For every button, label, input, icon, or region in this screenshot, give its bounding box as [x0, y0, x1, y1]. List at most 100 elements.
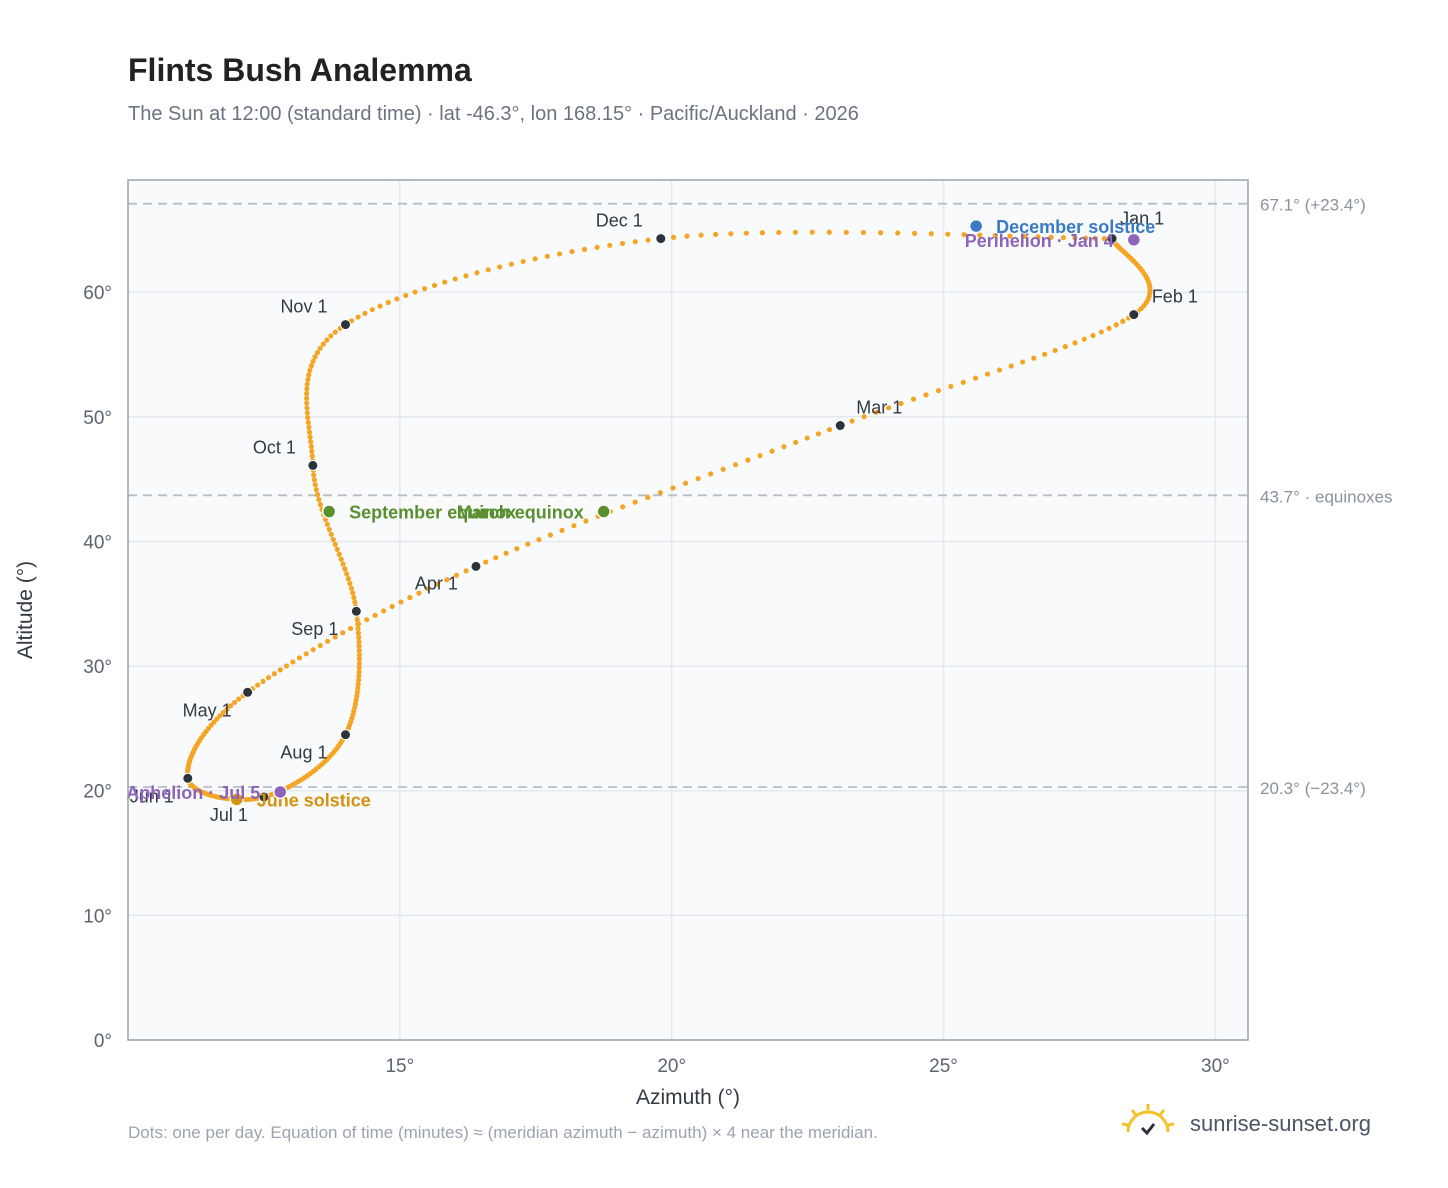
day-dot — [340, 561, 346, 567]
y-tick-label: 30° — [83, 657, 112, 678]
month-label: Aug 1 — [280, 743, 327, 763]
day-dot — [356, 660, 362, 667]
day-dot — [416, 590, 422, 596]
day-dot — [1072, 340, 1078, 346]
day-dot — [1042, 351, 1048, 357]
brand[interactable]: sunrise-sunset.org — [1120, 1100, 1390, 1150]
x-axis-label: Azimuth (°) — [636, 1086, 740, 1109]
day-dot — [793, 439, 799, 445]
day-dot — [412, 289, 418, 295]
day-dot — [308, 439, 314, 445]
day-dot — [1020, 359, 1026, 365]
day-dot — [351, 594, 357, 601]
day-dot — [1106, 325, 1112, 331]
month-label: Jun 1 — [130, 786, 174, 806]
day-dot — [355, 621, 361, 627]
day-dot — [759, 230, 766, 236]
event-label: Aphelion · Jul 5 — [126, 783, 260, 803]
day-dot — [497, 264, 503, 270]
brand-text: sunrise-sunset.org — [1190, 1111, 1371, 1136]
day-dot — [224, 706, 230, 712]
footnote: Dots: one per day. Equation of time (min… — [128, 1123, 878, 1142]
day-dot — [581, 246, 588, 252]
event-marker — [968, 218, 984, 234]
day-dot — [398, 599, 404, 605]
reference-line-label: 43.7° · equinoxes — [1260, 487, 1393, 506]
day-dot — [355, 681, 361, 687]
day-dot — [345, 576, 351, 582]
day-dot — [314, 349, 321, 356]
day-dot — [324, 337, 330, 343]
day-dot — [304, 405, 310, 411]
day-dot — [231, 699, 238, 706]
day-dot — [352, 599, 358, 605]
day-dot — [394, 296, 400, 302]
day-dot — [236, 696, 242, 702]
day-dot — [336, 551, 342, 557]
month-marker — [258, 791, 270, 803]
day-dot — [255, 682, 261, 688]
day-dot — [356, 647, 362, 654]
day-dot — [1081, 336, 1087, 342]
day-dot — [474, 270, 480, 276]
day-dot — [708, 471, 714, 477]
event-marker — [321, 504, 337, 519]
day-dot — [911, 230, 918, 236]
day-dot — [332, 634, 338, 640]
day-dot — [713, 231, 719, 237]
day-dot — [453, 572, 460, 578]
day-dot — [347, 580, 353, 587]
day-dot — [422, 286, 428, 292]
day-dot — [849, 418, 855, 424]
month-label: Nov 1 — [280, 297, 327, 317]
day-dot — [385, 299, 391, 306]
day-dot — [826, 427, 833, 433]
day-dot — [328, 531, 334, 538]
y-tick-label: 50° — [83, 408, 112, 429]
month-label: May 1 — [183, 700, 232, 720]
day-dot — [1007, 233, 1013, 239]
month-label: Jul 1 — [210, 805, 248, 825]
day-dot — [745, 457, 751, 463]
day-dot — [306, 429, 313, 435]
day-dot — [304, 381, 310, 387]
day-dot — [948, 383, 954, 390]
day-dot — [536, 537, 542, 543]
day-dot — [594, 244, 600, 250]
day-dot — [928, 231, 934, 237]
day-dot — [317, 501, 324, 508]
day-dot — [296, 655, 303, 661]
day-dot — [325, 638, 331, 644]
day-dot — [307, 434, 313, 440]
day-dot — [826, 229, 832, 235]
day-dot — [403, 292, 409, 299]
day-dot — [878, 230, 884, 236]
day-dot — [732, 462, 739, 468]
day-dot — [698, 232, 704, 238]
day-dot — [355, 314, 361, 320]
day-dot — [809, 229, 815, 235]
day-dot — [898, 400, 904, 407]
plot-frame — [127, 179, 1249, 1041]
day-dot — [743, 230, 750, 236]
day-dot — [1052, 347, 1058, 354]
month-label: Mar 1 — [856, 398, 902, 418]
day-dot — [945, 231, 951, 237]
day-dot — [334, 546, 340, 552]
day-dot — [353, 697, 359, 703]
y-tick-label: 0° — [94, 1031, 112, 1052]
day-dot — [532, 256, 538, 262]
day-dot — [311, 477, 317, 483]
month-marker — [834, 420, 846, 432]
day-dot — [769, 448, 775, 454]
day-dot — [1083, 235, 1089, 241]
day-dot — [310, 358, 316, 364]
day-dot — [682, 480, 689, 486]
day-dot — [792, 229, 798, 235]
day-dot — [228, 703, 234, 709]
y-tick-label: 60° — [83, 283, 112, 304]
day-dot — [861, 414, 867, 420]
day-dot — [330, 536, 336, 543]
day-dot — [342, 566, 348, 572]
